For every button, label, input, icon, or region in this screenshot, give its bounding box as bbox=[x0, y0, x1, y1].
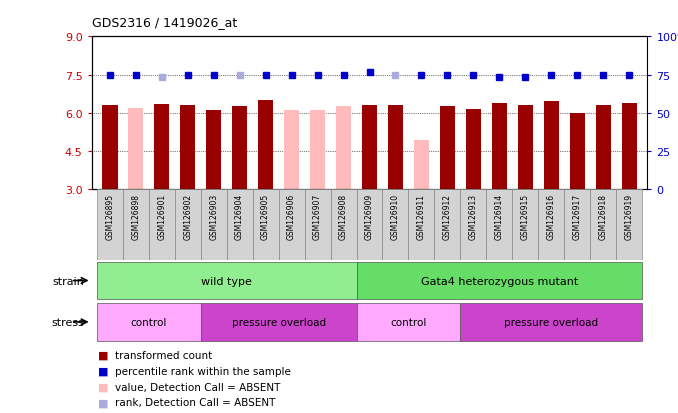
Text: GSM126912: GSM126912 bbox=[443, 193, 452, 240]
Text: GSM126919: GSM126919 bbox=[625, 193, 634, 240]
Text: GSM126907: GSM126907 bbox=[313, 193, 322, 240]
Bar bbox=[439, 107, 455, 190]
Bar bbox=[253, 190, 279, 260]
Text: GSM126916: GSM126916 bbox=[547, 193, 556, 240]
Text: GSM126898: GSM126898 bbox=[132, 193, 140, 240]
Bar bbox=[388, 106, 403, 190]
Text: transformed count: transformed count bbox=[115, 350, 212, 360]
Text: ■: ■ bbox=[98, 382, 108, 392]
Bar bbox=[362, 106, 377, 190]
Bar bbox=[435, 190, 460, 260]
Text: Gata4 heterozygous mutant: Gata4 heterozygous mutant bbox=[421, 276, 578, 286]
Text: GSM126917: GSM126917 bbox=[573, 193, 582, 240]
Text: percentile rank within the sample: percentile rank within the sample bbox=[115, 366, 291, 376]
Text: GSM126911: GSM126911 bbox=[417, 193, 426, 240]
Text: strain: strain bbox=[53, 276, 85, 286]
Bar bbox=[102, 106, 117, 190]
Text: value, Detection Call = ABSENT: value, Detection Call = ABSENT bbox=[115, 382, 281, 392]
Bar bbox=[460, 304, 642, 341]
Bar bbox=[175, 190, 201, 260]
Bar bbox=[304, 190, 331, 260]
Bar bbox=[616, 190, 642, 260]
Bar bbox=[206, 111, 222, 190]
Bar bbox=[513, 190, 538, 260]
Bar bbox=[201, 304, 357, 341]
Bar bbox=[538, 190, 564, 260]
Text: wild type: wild type bbox=[201, 276, 252, 286]
Bar bbox=[591, 190, 616, 260]
Bar bbox=[517, 106, 533, 190]
Bar bbox=[544, 102, 559, 190]
Bar bbox=[128, 109, 144, 190]
Text: ■: ■ bbox=[98, 366, 108, 376]
Text: rank, Detection Call = ABSENT: rank, Detection Call = ABSENT bbox=[115, 397, 276, 407]
Bar bbox=[595, 106, 611, 190]
Bar bbox=[258, 101, 273, 190]
Text: stress: stress bbox=[52, 317, 85, 327]
Bar bbox=[492, 103, 507, 190]
Bar bbox=[357, 262, 642, 299]
Bar bbox=[570, 114, 585, 190]
Text: GSM126903: GSM126903 bbox=[209, 193, 218, 240]
Bar bbox=[460, 190, 486, 260]
Text: GSM126909: GSM126909 bbox=[365, 193, 374, 240]
Bar bbox=[154, 104, 170, 190]
Text: control: control bbox=[130, 317, 167, 327]
Text: ■: ■ bbox=[98, 350, 108, 360]
Bar bbox=[336, 107, 351, 190]
Bar bbox=[97, 190, 123, 260]
Text: GSM126905: GSM126905 bbox=[261, 193, 270, 240]
Text: GSM126904: GSM126904 bbox=[235, 193, 244, 240]
Text: pressure overload: pressure overload bbox=[231, 317, 325, 327]
Text: ■: ■ bbox=[98, 397, 108, 407]
Bar bbox=[357, 304, 460, 341]
Bar bbox=[123, 190, 148, 260]
Text: GSM126915: GSM126915 bbox=[521, 193, 530, 240]
Bar bbox=[622, 103, 637, 190]
Bar bbox=[564, 190, 591, 260]
Bar bbox=[466, 110, 481, 190]
Bar bbox=[279, 190, 304, 260]
Bar bbox=[331, 190, 357, 260]
Text: GSM126906: GSM126906 bbox=[287, 193, 296, 240]
Text: GSM126908: GSM126908 bbox=[339, 193, 348, 240]
Text: GSM126902: GSM126902 bbox=[183, 193, 192, 240]
Text: GSM126913: GSM126913 bbox=[469, 193, 478, 240]
Bar bbox=[97, 304, 201, 341]
Text: GDS2316 / 1419026_at: GDS2316 / 1419026_at bbox=[92, 16, 237, 29]
Text: pressure overload: pressure overload bbox=[504, 317, 599, 327]
Text: control: control bbox=[391, 317, 426, 327]
Text: GSM126918: GSM126918 bbox=[599, 193, 607, 240]
Bar bbox=[486, 190, 513, 260]
Bar bbox=[97, 262, 357, 299]
Bar bbox=[148, 190, 175, 260]
Text: GSM126914: GSM126914 bbox=[495, 193, 504, 240]
Bar bbox=[310, 111, 325, 190]
Text: GSM126895: GSM126895 bbox=[105, 193, 114, 240]
Text: GSM126901: GSM126901 bbox=[157, 193, 166, 240]
Bar bbox=[226, 190, 253, 260]
Bar bbox=[284, 111, 300, 190]
Text: GSM126910: GSM126910 bbox=[391, 193, 400, 240]
Bar bbox=[180, 106, 195, 190]
Bar bbox=[408, 190, 435, 260]
Bar bbox=[232, 107, 247, 190]
Bar bbox=[201, 190, 226, 260]
Bar bbox=[357, 190, 382, 260]
Bar bbox=[414, 140, 429, 190]
Bar bbox=[382, 190, 408, 260]
